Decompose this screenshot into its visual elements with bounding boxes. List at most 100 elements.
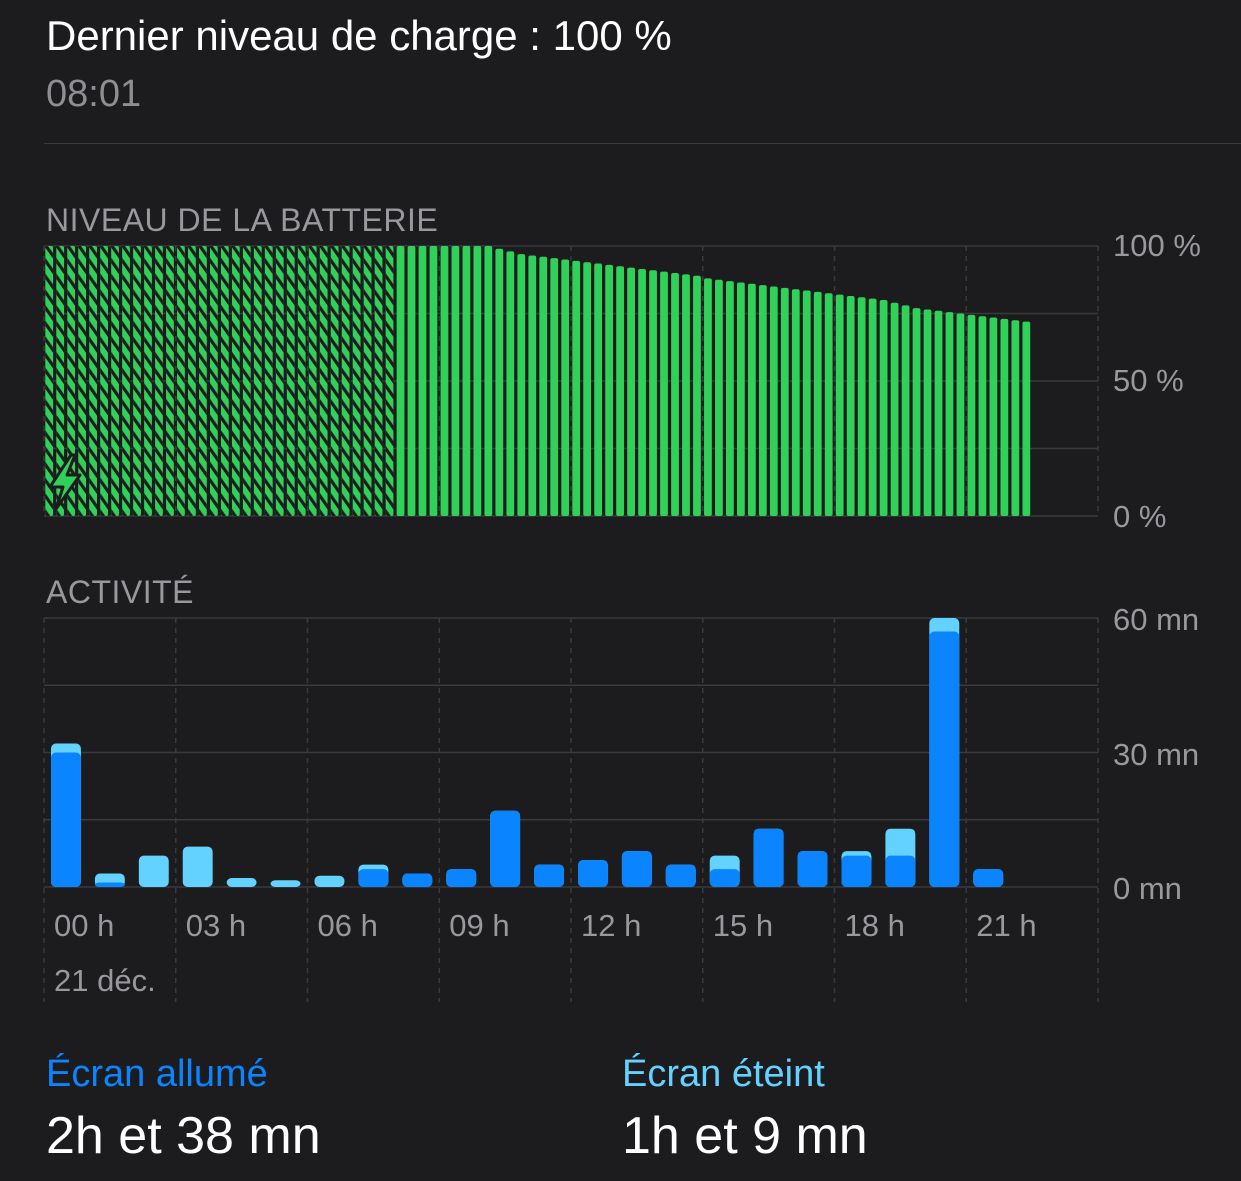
activity-bar-screen-on: [841, 855, 872, 887]
battery-bar-charging-overlay: [242, 246, 251, 516]
battery-bar: [726, 281, 734, 516]
battery-bar-charging-overlay: [385, 246, 394, 516]
activity-bar-screen-on: [797, 851, 828, 887]
battery-bar-charging-overlay: [45, 246, 54, 516]
battery-bar-charging-overlay: [78, 246, 87, 516]
battery-bar: [528, 255, 537, 516]
battery-bar-charging-overlay: [374, 246, 383, 516]
battery-bar: [638, 268, 646, 516]
activity-chart[interactable]: 60 mn 30 mn 0 mn 00 h 03 h 06 h 09 h 12 h 15 …: [0, 600, 1241, 1010]
battery-bar: [802, 290, 811, 516]
activity-x-label: 00 h: [54, 908, 114, 943]
battery-bar: [605, 264, 614, 516]
activity-x-label: 21 h: [976, 908, 1036, 943]
battery-bar-charging-overlay: [155, 246, 163, 516]
battery-bar: [517, 254, 526, 516]
battery-bar-charging-overlay: [330, 246, 339, 516]
battery-bar: [824, 293, 833, 516]
activity-grid: [43, 617, 1099, 1002]
last-charge-level: Dernier niveau de charge : 100 %: [46, 12, 672, 59]
activity-bar-screen-on: [490, 810, 521, 887]
activity-x-label: 18 h: [845, 908, 905, 943]
activity-y-axis-labels: 60 mn 30 mn 0 mn: [1113, 602, 1199, 906]
battery-bar: [989, 317, 998, 516]
activity-y-label-0: 0 mn: [1113, 871, 1182, 906]
battery-bar-charging-overlay: [319, 246, 328, 516]
battery-bar: [407, 246, 416, 516]
battery-bar-charging-overlay: [264, 246, 273, 516]
battery-bar-charging-overlay: [275, 246, 284, 516]
battery-bar: [693, 275, 701, 516]
battery-bar-charging-overlay: [89, 246, 97, 516]
battery-bar-charging-overlay: [67, 246, 76, 516]
battery-bar: [747, 283, 756, 516]
battery-bar-charging-overlay: [209, 246, 218, 516]
battery-bar: [901, 305, 910, 516]
battery-bar: [627, 267, 635, 516]
battery-bar: [495, 248, 504, 516]
battery-bar-charging-overlay: [188, 246, 196, 516]
battery-bar-charging-overlay: [363, 246, 372, 516]
battery-bar-charging-overlay: [220, 246, 229, 516]
lightning-bolt-icon: [48, 453, 82, 511]
battery-bar: [758, 285, 767, 516]
battery-bar-charging-overlay: [111, 246, 119, 516]
battery-bar: [539, 256, 548, 516]
activity-bar-screen-on: [358, 869, 389, 887]
activity-x-label: 06 h: [318, 908, 378, 943]
battery-bar: [945, 312, 954, 516]
screen-on-label[interactable]: Écran allumé: [46, 1053, 268, 1095]
screen-on-value: 2h et 38 mn: [46, 1107, 321, 1165]
battery-bar-charging-overlay: [352, 246, 361, 516]
battery-y-label-50: 50 %: [1113, 363, 1184, 398]
battery-bar: [879, 300, 888, 516]
battery-bar: [978, 316, 987, 516]
activity-bar-screen-off: [314, 875, 345, 887]
activity-bar-screen-on: [94, 882, 125, 887]
battery-bar-charging-overlay: [341, 246, 350, 516]
battery-level-chart[interactable]: 100 % 50 % 0 %: [0, 230, 1241, 540]
activity-bar-screen-off: [226, 878, 257, 887]
activity-bar-screen-on: [665, 864, 696, 887]
activity-section-title: ACTIVITÉ: [46, 574, 195, 610]
activity-x-label: 09 h: [449, 908, 509, 943]
battery-bars: [45, 246, 1031, 516]
screen-off-label[interactable]: Écran éteint: [622, 1053, 825, 1095]
last-charge-time: 08:01: [46, 73, 142, 115]
activity-bar-screen-on: [621, 851, 652, 887]
activity-bar-screen-on: [534, 864, 564, 887]
battery-y-label-100: 100 %: [1113, 230, 1201, 263]
battery-bar: [967, 314, 976, 516]
battery-bar: [484, 246, 493, 516]
battery-bar-charging-overlay: [177, 246, 185, 516]
divider: [44, 143, 1241, 144]
battery-bar-charging-overlay: [166, 246, 174, 516]
battery-bar: [923, 309, 932, 516]
battery-bar: [451, 246, 460, 516]
battery-bar: [736, 282, 745, 516]
battery-bar: [934, 310, 943, 516]
activity-bar-screen-on: [578, 860, 608, 887]
battery-bar: [912, 308, 921, 516]
screen-off-value: 1h et 9 mn: [622, 1107, 868, 1165]
activity-bar-screen-on: [753, 828, 784, 887]
battery-bar-charging-overlay: [133, 246, 141, 516]
activity-bar-screen-on: [709, 869, 740, 887]
battery-bar: [506, 251, 515, 516]
activity-bar-screen-off: [138, 855, 169, 887]
battery-bar: [550, 258, 559, 516]
battery-bar: [868, 298, 877, 516]
battery-bar: [890, 302, 899, 516]
battery-bar: [462, 246, 471, 516]
battery-bar: [572, 260, 581, 516]
battery-grid: [43, 245, 1099, 517]
battery-bar: [682, 274, 690, 516]
date-label: 21 déc.: [54, 963, 156, 998]
battery-bar: [813, 291, 822, 516]
activity-y-label-30: 30 mn: [1113, 737, 1199, 772]
battery-section-title: NIVEAU DE LA BATTERIE: [46, 202, 439, 238]
battery-bar: [440, 246, 449, 516]
battery-y-label-0: 0 %: [1113, 499, 1166, 534]
battery-bar: [835, 294, 844, 516]
battery-bar: [846, 295, 855, 516]
